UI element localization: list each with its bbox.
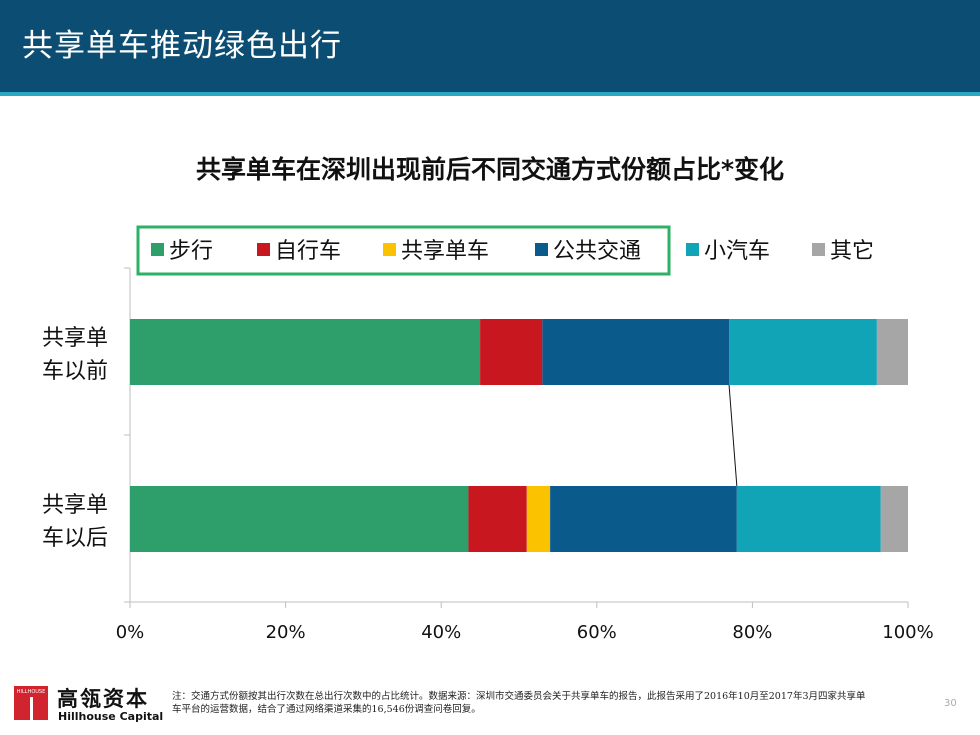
bar-segment <box>880 486 908 552</box>
legend-label: 小汽车 <box>704 239 770 264</box>
title-bar-stripe <box>0 92 980 96</box>
category-label: 车以后 <box>42 526 108 551</box>
x-tick-label: 20% <box>266 622 306 643</box>
bar-segment <box>876 319 908 385</box>
legend-label: 步行 <box>169 239 213 264</box>
legend-swatch <box>812 243 825 256</box>
x-tick-label: 0% <box>116 622 145 643</box>
x-tick-label: 60% <box>577 622 617 643</box>
page-number: 30 <box>944 698 957 709</box>
bar-segment <box>468 486 527 552</box>
brand-name-cn: 高瓴资本 <box>57 687 149 711</box>
logo-text: HILLHOUSE <box>16 689 46 695</box>
legend-label: 公共交通 <box>553 239 641 264</box>
hillhouse-logo: HILLHOUSE <box>14 686 48 720</box>
logo-bar <box>30 697 33 720</box>
bar-segment <box>550 486 737 552</box>
x-tick-label: 80% <box>732 622 772 643</box>
series-connector-line <box>728 384 738 487</box>
bar-segment <box>736 486 881 552</box>
legend-swatch <box>383 243 396 256</box>
stacked-bar-chart: 0% 20% 40% 60% 80% 100%共享单车以前共享单车以后步行 自行车 共享单车公… <box>42 225 934 643</box>
chart-title: 共享单车在深圳出现前后不同交通方式份额占比*变化 <box>195 155 785 184</box>
legend-label: 共享单车 <box>401 239 489 264</box>
bar-segment <box>130 319 481 385</box>
brand-name-en: Hillhouse Capital <box>58 710 164 723</box>
legend-label: 自行车 <box>275 239 341 264</box>
legend-swatch <box>686 243 699 256</box>
bar-segment <box>526 486 551 552</box>
bar-segment <box>480 319 543 385</box>
bar-segment <box>130 486 469 552</box>
slide-title: 共享单车推动绿色出行 <box>22 28 342 64</box>
category-label: 共享单 <box>42 326 108 351</box>
legend-label: 其它 <box>830 239 874 264</box>
legend-highlight-box <box>136 225 671 276</box>
category-label: 共享单 <box>42 493 108 518</box>
legend-swatch <box>151 243 164 256</box>
x-tick-label: 40% <box>421 622 461 643</box>
category-label: 车以前 <box>42 359 108 384</box>
footnote: 注：交通方式份额按其出行次数在总出行次数中的占比统计。数据来源：深圳市交通委员会… <box>172 691 866 715</box>
bar-segment <box>729 319 877 385</box>
title-bar <box>0 0 980 92</box>
x-tick-label: 100% <box>882 622 933 643</box>
legend-swatch <box>257 243 270 256</box>
legend-swatch <box>535 243 548 256</box>
bar-segment <box>542 319 730 385</box>
